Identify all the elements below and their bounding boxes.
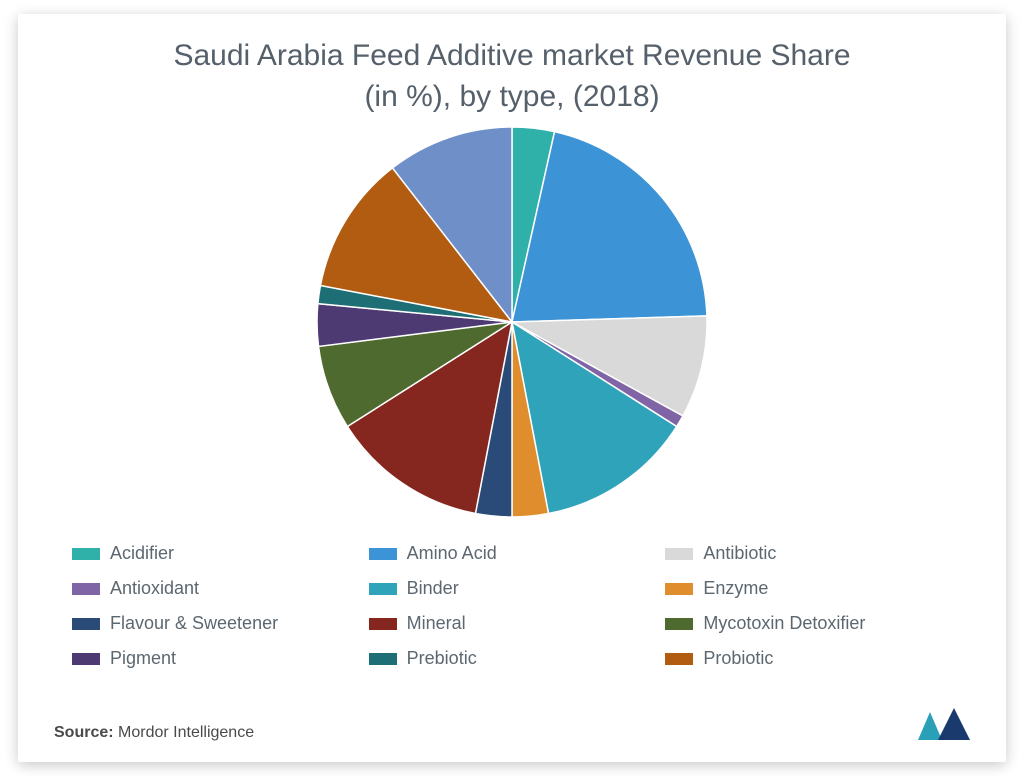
legend-swatch — [665, 548, 693, 560]
legend-label: Acidifier — [110, 543, 174, 564]
chart-card: Saudi Arabia Feed Additive market Revenu… — [18, 14, 1006, 762]
legend-item: Mineral — [369, 613, 656, 634]
chart-title: Saudi Arabia Feed Additive market Revenu… — [54, 36, 970, 117]
legend-label: Flavour & Sweetener — [110, 613, 278, 634]
legend-label: Probiotic — [703, 648, 773, 669]
legend-item: Probiotic — [665, 648, 952, 669]
title-line-2: (in %), by type, (2018) — [364, 80, 659, 113]
legend-swatch — [72, 653, 100, 665]
legend-item: Pigment — [72, 648, 359, 669]
legend-item: Antibiotic — [665, 543, 952, 564]
legend-swatch — [369, 583, 397, 595]
legend-label: Binder — [407, 578, 459, 599]
legend-label: Antioxidant — [110, 578, 199, 599]
legend-swatch — [72, 548, 100, 560]
legend-item: Enzyme — [665, 578, 952, 599]
legend-swatch — [369, 548, 397, 560]
legend-label: Amino Acid — [407, 543, 497, 564]
legend-swatch — [665, 653, 693, 665]
source-value: Mordor Intelligence — [118, 724, 254, 741]
legend-item: Acidifier — [72, 543, 359, 564]
legend-swatch — [665, 583, 693, 595]
legend-item: Flavour & Sweetener — [72, 613, 359, 634]
source-label: Source: — [54, 724, 114, 741]
legend-item: Binder — [369, 578, 656, 599]
legend-swatch — [369, 618, 397, 630]
legend-swatch — [369, 653, 397, 665]
mordor-logo-icon — [916, 706, 972, 744]
title-line-1: Saudi Arabia Feed Additive market Revenu… — [173, 39, 850, 72]
legend-item: Antioxidant — [72, 578, 359, 599]
legend-swatch — [72, 618, 100, 630]
legend-label: Prebiotic — [407, 648, 477, 669]
legend-label: Mineral — [407, 613, 466, 634]
legend-label: Enzyme — [703, 578, 768, 599]
legend-swatch — [665, 618, 693, 630]
source-attribution: Source: Mordor Intelligence — [54, 724, 254, 742]
legend-label: Antibiotic — [703, 543, 776, 564]
pie-chart — [317, 127, 707, 517]
legend-item: Prebiotic — [369, 648, 656, 669]
legend-swatch — [72, 583, 100, 595]
legend-label: Pigment — [110, 648, 176, 669]
legend-item: Mycotoxin Detoxifier — [665, 613, 952, 634]
pie-chart-container — [54, 127, 970, 517]
legend: Acidifier Amino Acid Antibiotic Antioxidant… — [54, 543, 970, 669]
legend-label: Mycotoxin Detoxifier — [703, 613, 865, 634]
legend-item: Amino Acid — [369, 543, 656, 564]
